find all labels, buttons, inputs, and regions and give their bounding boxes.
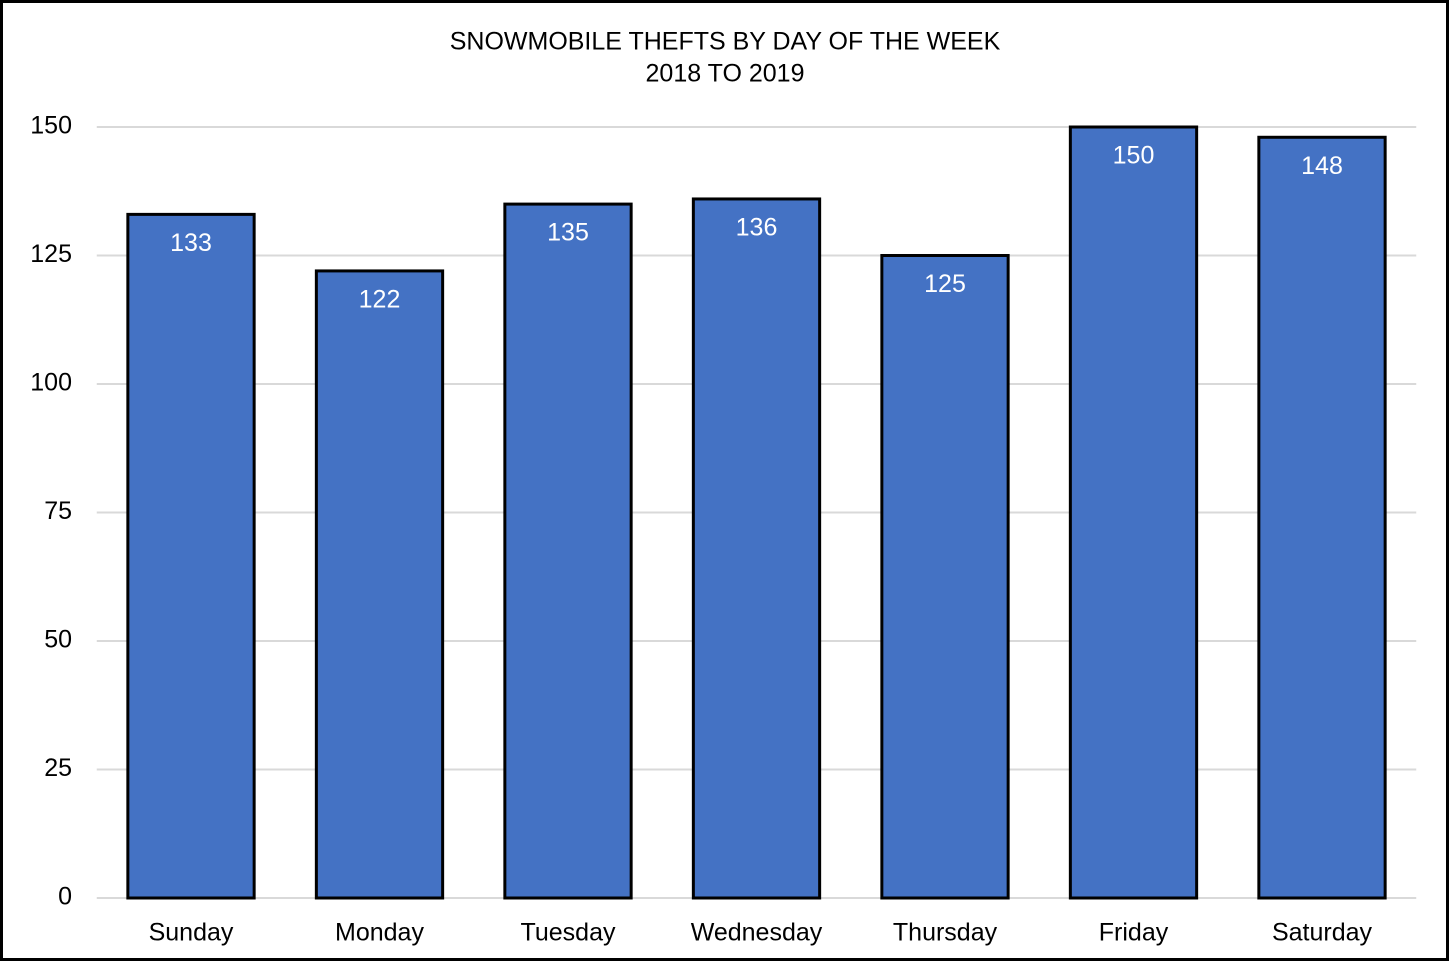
y-tick-label: 150 xyxy=(30,112,72,140)
y-tick-label: 0 xyxy=(58,883,72,911)
data-label: 135 xyxy=(547,219,589,247)
y-tick-label: 50 xyxy=(44,626,72,654)
x-tick-label: Friday xyxy=(1099,919,1169,947)
data-label: 148 xyxy=(1301,152,1343,180)
bar xyxy=(691,197,822,900)
chart-subtitle: 2018 TO 2019 xyxy=(646,60,805,88)
x-tick-label: Thursday xyxy=(893,919,998,947)
y-tick-label: 75 xyxy=(44,497,72,525)
bar xyxy=(314,269,445,900)
data-label: 125 xyxy=(924,270,966,298)
bar xyxy=(503,202,633,900)
data-label: 150 xyxy=(1113,142,1155,170)
x-tick-label: Tuesday xyxy=(521,919,616,947)
bar xyxy=(880,254,1010,900)
bar xyxy=(1068,125,1199,900)
x-tick-label: Monday xyxy=(335,919,424,947)
chart-title: SNOWMOBILE THEFTS BY DAY OF THE WEEK xyxy=(450,28,1001,56)
y-tick-label: 125 xyxy=(30,240,72,268)
bar xyxy=(1257,135,1387,900)
y-tick-label: 25 xyxy=(44,754,72,782)
data-label: 136 xyxy=(736,214,778,242)
y-tick-label: 100 xyxy=(30,369,72,397)
x-tick-label: Sunday xyxy=(149,919,234,947)
x-tick-label: Wednesday xyxy=(691,919,823,947)
x-tick-label: Saturday xyxy=(1272,919,1373,947)
data-label: 122 xyxy=(359,286,401,314)
data-label: 133 xyxy=(170,229,212,257)
bar xyxy=(126,212,256,900)
